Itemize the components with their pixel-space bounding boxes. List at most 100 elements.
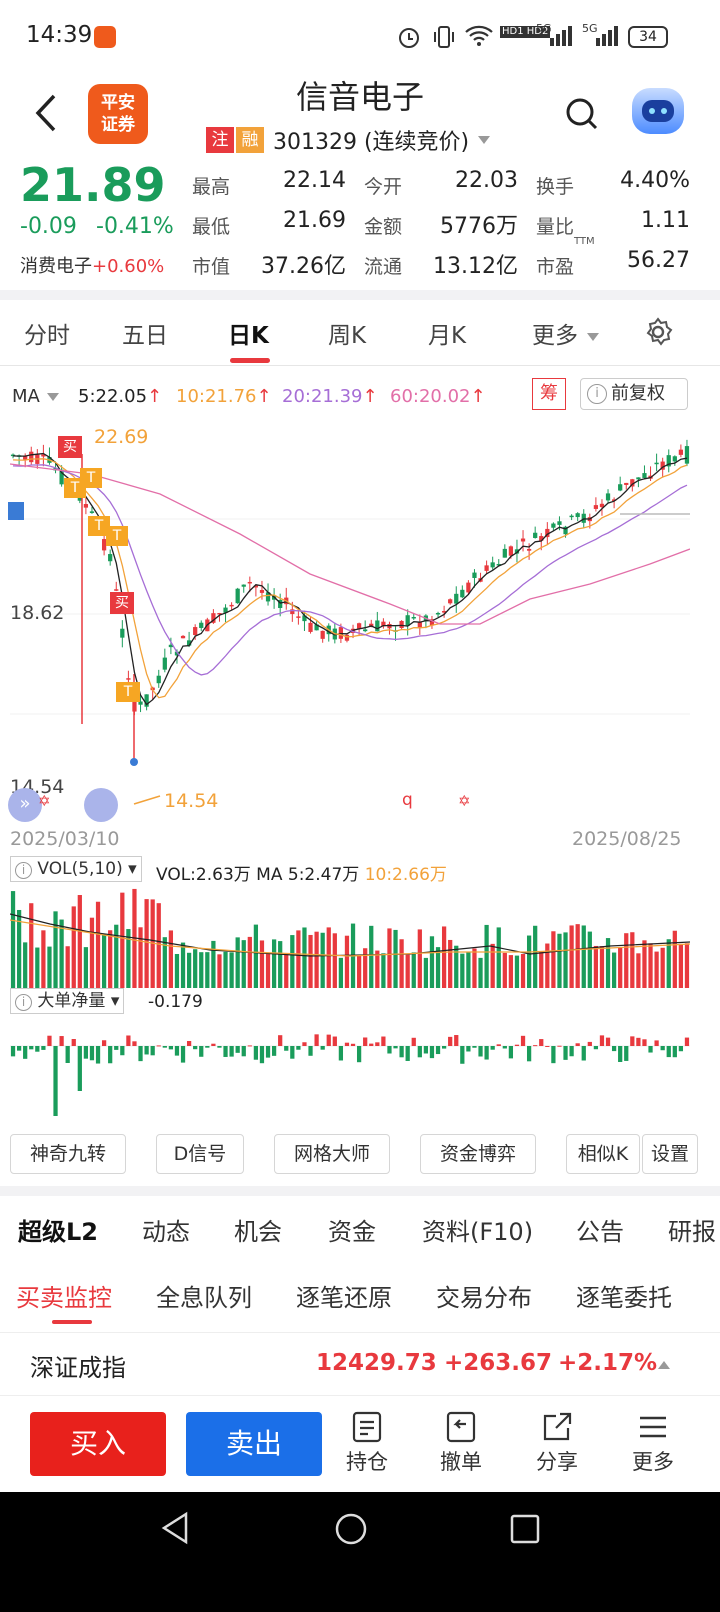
buy-signal-tag[interactable]: 买 bbox=[110, 592, 134, 614]
bigorder-bar bbox=[296, 1046, 301, 1050]
candle-body bbox=[320, 630, 325, 639]
bigorder-bar bbox=[423, 1046, 429, 1054]
bigorder-bar bbox=[47, 1035, 52, 1046]
undo-icon bbox=[446, 1411, 476, 1443]
app-notification-icon bbox=[94, 26, 116, 48]
bigorder-bar bbox=[253, 1046, 259, 1060]
bigorder-bar bbox=[654, 1040, 659, 1046]
volume-bar bbox=[393, 929, 398, 988]
subtab-tick-replay[interactable]: 逐笔还原 bbox=[296, 1284, 392, 1312]
star-event-icon[interactable]: ✡ bbox=[458, 792, 471, 810]
back-button[interactable] bbox=[28, 88, 68, 138]
bigorder-bar bbox=[314, 1034, 319, 1046]
q-event-marker[interactable]: q bbox=[402, 790, 413, 810]
volume-bar bbox=[41, 930, 46, 988]
sector-info[interactable]: 消费电子+0.60% bbox=[20, 252, 164, 278]
nav-recents-icon[interactable] bbox=[508, 1512, 542, 1550]
bigorder-bar bbox=[138, 1046, 143, 1062]
holdings-button[interactable]: 持仓 bbox=[332, 1410, 402, 1476]
volume-bar bbox=[624, 933, 629, 988]
stock-code-line[interactable]: 注融 301329 (连续竞价) bbox=[206, 124, 492, 156]
tab-weekly-k[interactable]: 周K bbox=[328, 323, 367, 349]
expand-icon[interactable]: » bbox=[8, 788, 42, 822]
volume-bar bbox=[89, 917, 95, 988]
buy-signal-tag[interactable]: 买 bbox=[58, 436, 82, 458]
dropdown-icon bbox=[587, 333, 600, 341]
subtab-trade-distribution[interactable]: 交易分布 bbox=[436, 1284, 532, 1312]
tab-research[interactable]: 研报 bbox=[668, 1218, 716, 1246]
nav-back-icon[interactable] bbox=[158, 1510, 192, 1550]
bigorder-bar bbox=[235, 1046, 240, 1053]
bigorder-bar bbox=[375, 1042, 380, 1046]
tool-d-signal[interactable]: D信号 bbox=[156, 1134, 244, 1174]
chevron-left-icon bbox=[35, 94, 56, 132]
volume-bar bbox=[636, 953, 641, 988]
cancel-order-button[interactable]: 撤单 bbox=[426, 1410, 496, 1476]
volume-bar bbox=[642, 940, 647, 988]
subtab-tick-orders[interactable]: 逐笔委托 bbox=[576, 1284, 672, 1312]
more-button[interactable]: 更多 bbox=[618, 1410, 688, 1476]
candle-body bbox=[363, 629, 368, 632]
tool-grid-master[interactable]: 网格大师 bbox=[274, 1134, 390, 1174]
candle-body bbox=[381, 621, 386, 627]
subtab-order-queue[interactable]: 全息队列 bbox=[156, 1284, 252, 1312]
search-button[interactable] bbox=[562, 94, 602, 134]
chart-settings-button[interactable] bbox=[642, 316, 674, 352]
volume-ma10-line bbox=[10, 919, 690, 957]
candle-body bbox=[356, 623, 362, 629]
tab-opportunity[interactable]: 机会 bbox=[234, 1218, 282, 1246]
volume-bar bbox=[83, 947, 89, 988]
tab-f10[interactable]: 资料(F10) bbox=[422, 1218, 534, 1246]
volume-chart[interactable] bbox=[10, 884, 690, 988]
ma-selector[interactable]: MA bbox=[12, 386, 60, 407]
buy-button[interactable]: 买入 bbox=[30, 1412, 166, 1476]
tab-more-label: 更多 bbox=[532, 323, 578, 349]
volume-bar bbox=[533, 925, 538, 988]
tool-magic-nine[interactable]: 神奇九转 bbox=[10, 1134, 126, 1174]
chip-distribution-button[interactable]: 筹 bbox=[532, 378, 566, 410]
tab-five-day[interactable]: 五日 bbox=[122, 323, 168, 349]
open-label: 今开 bbox=[364, 176, 403, 198]
bigorder-chart[interactable] bbox=[10, 1016, 690, 1120]
holdings-label: 持仓 bbox=[346, 1450, 388, 1474]
t-signal-tag[interactable]: T bbox=[106, 526, 128, 546]
t-signal-tag[interactable]: T bbox=[88, 516, 110, 536]
tab-news[interactable]: 动态 bbox=[142, 1218, 190, 1246]
event-marker[interactable] bbox=[8, 502, 24, 520]
share-button[interactable]: 分享 bbox=[522, 1410, 592, 1476]
volume-bar bbox=[599, 946, 605, 988]
volume-indicator-selector[interactable]: i VOL(5,10) ▾ bbox=[10, 856, 142, 882]
tab-intraday[interactable]: 分时 bbox=[24, 323, 70, 349]
tool-settings[interactable]: 设置 bbox=[642, 1134, 698, 1174]
volume-bar bbox=[618, 947, 623, 988]
tool-fund-game[interactable]: 资金博弈 bbox=[420, 1134, 536, 1174]
nav-home-icon[interactable] bbox=[334, 1512, 368, 1550]
t-signal-tag[interactable]: T bbox=[116, 682, 140, 702]
volume-bar bbox=[551, 931, 556, 988]
expand-up-icon[interactable] bbox=[656, 1356, 672, 1375]
adjust-mode-button[interactable]: i 前复权 bbox=[580, 378, 688, 410]
dropdown-icon: ▾ bbox=[128, 859, 137, 879]
candle-body bbox=[156, 675, 161, 684]
volume-bar bbox=[162, 937, 167, 988]
star-event-icon[interactable]: ✡ bbox=[38, 792, 51, 810]
bigorder-indicator-selector[interactable]: i 大单净量 ▾ bbox=[10, 988, 125, 1014]
tab-announcements[interactable]: 公告 bbox=[576, 1218, 624, 1246]
tab-daily-k[interactable]: 日K bbox=[228, 323, 269, 349]
fullscreen-icon[interactable] bbox=[84, 788, 118, 822]
subtab-trade-monitor[interactable]: 买卖监控 bbox=[16, 1284, 112, 1312]
candle-body bbox=[126, 678, 131, 680]
bigorder-bar bbox=[490, 1046, 495, 1050]
tab-funds[interactable]: 资金 bbox=[328, 1218, 376, 1246]
tab-monthly-k[interactable]: 月K bbox=[428, 323, 467, 349]
tool-similar-k[interactable]: 相似K bbox=[566, 1134, 640, 1174]
index-ticker[interactable] bbox=[0, 1332, 720, 1396]
sell-button[interactable]: 卖出 bbox=[186, 1412, 322, 1476]
ai-assistant-button[interactable] bbox=[632, 88, 684, 134]
tab-super-l2[interactable]: 超级L2 bbox=[18, 1218, 98, 1246]
volume-bar bbox=[441, 926, 447, 988]
bigorder-bar bbox=[599, 1035, 605, 1046]
t-signal-tag[interactable]: T bbox=[80, 468, 102, 488]
kline-chart[interactable] bbox=[10, 424, 690, 822]
tab-more[interactable]: 更多 bbox=[532, 316, 601, 350]
